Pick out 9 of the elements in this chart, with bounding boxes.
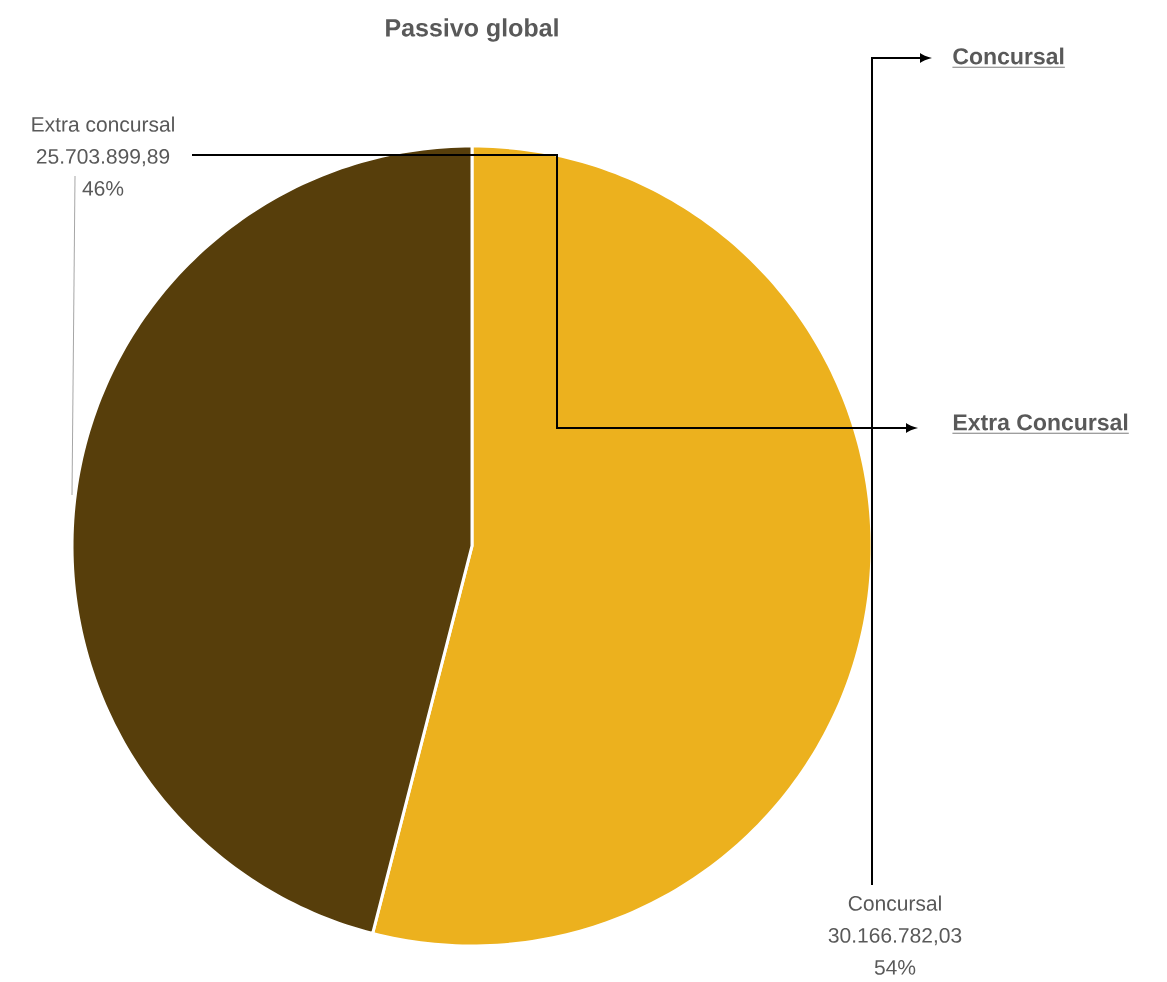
text: 54% bbox=[874, 960, 916, 975]
text: Concursal bbox=[953, 47, 1064, 65]
data-label: 30.166.782,03 bbox=[828, 927, 962, 946]
data-label: 25.703.899,89 bbox=[36, 148, 170, 167]
text: 46% bbox=[82, 180, 124, 196]
chart-title: Passivo global bbox=[386, 18, 558, 42]
slice-label: Extra concursal bbox=[32, 116, 174, 132]
slice-label: Concursal bbox=[848, 895, 941, 911]
text: Extra Concursal bbox=[953, 413, 1128, 431]
